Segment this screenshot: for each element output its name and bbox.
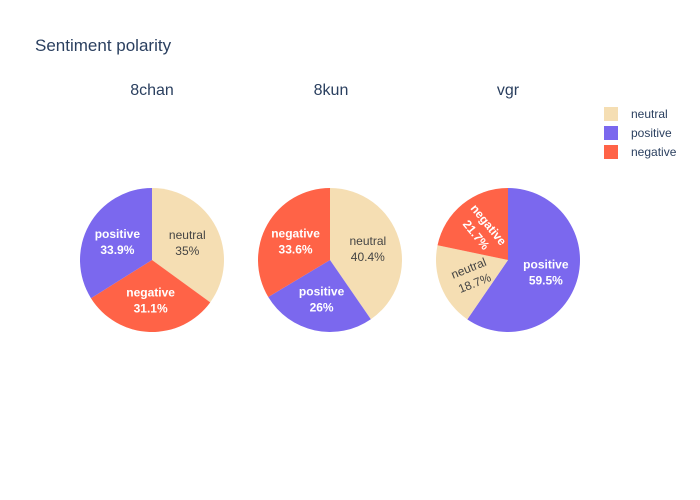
legend-item-neutral[interactable]: neutral (604, 107, 668, 121)
slice-category-label: positive (523, 258, 569, 272)
chart-title: Sentiment polarity (35, 36, 172, 55)
slice-percent-label: 35% (175, 244, 199, 258)
slice-label-group-8chan-positive: positive 33.9% (95, 227, 141, 257)
slice-label-group-8chan-negative: negative 31.1% (126, 286, 175, 316)
slice-category-label: positive (299, 285, 345, 299)
pie-8chan: neutral 35% negative 31.1% positive 33.9% (80, 188, 225, 332)
legend-label-negative: negative (631, 145, 677, 159)
slice-label-group-8kun-negative: negative 33.6% (271, 226, 320, 256)
slice-percent-label: 33.9% (100, 243, 134, 257)
pie-slice-8kun-neutral[interactable] (330, 188, 402, 320)
slice-percent-label: 26% (310, 301, 334, 315)
slice-category-label: negative (126, 286, 175, 300)
slice-label-group-vgr-positive: positive 59.5% (523, 258, 569, 288)
legend-label-positive: positive (631, 126, 672, 140)
slice-category-label: negative (271, 226, 320, 240)
legend[interactable]: neutral positive negative (604, 107, 677, 159)
pie-slice-8chan-negative[interactable] (90, 260, 211, 332)
pie-title-vgr: vgr (497, 82, 520, 99)
pie-slice-vgr-positive[interactable] (467, 188, 580, 333)
pie-title-8chan: 8chan (130, 82, 174, 99)
pie-title-8kun: 8kun (314, 82, 349, 99)
pies-layer: neutral35%negative31.1%positive33.9%neut… (80, 187, 580, 333)
legend-label-neutral: neutral (631, 107, 668, 121)
pie-slice-8chan-neutral[interactable] (152, 188, 225, 303)
legend-swatch-neutral (604, 107, 618, 121)
pie-8kun: neutral 40.4% positive 26% negative 33.6% (258, 188, 402, 332)
pie-slice-8kun-negative[interactable] (258, 188, 330, 298)
pie-slice-8chan-positive[interactable] (80, 188, 152, 299)
slice-label-group-8kun-neutral: neutral 40.4% (349, 234, 386, 264)
slice-percent-label: 40.4% (351, 250, 385, 264)
slice-label-group-8kun-positive: positive 26% (299, 285, 345, 315)
legend-item-negative[interactable]: negative (604, 145, 677, 159)
pie-slice-8kun-positive[interactable] (268, 260, 371, 332)
slice-percent-label: 33.6% (279, 242, 313, 256)
legend-item-positive[interactable]: positive (604, 126, 672, 140)
pie-slice-vgr-negative[interactable] (437, 187, 508, 260)
slice-category-label: neutral (349, 234, 386, 248)
slice-percent-label: 31.1% (134, 302, 168, 316)
slice-category-label: neutral (169, 228, 206, 242)
legend-swatch-negative (604, 145, 618, 159)
slice-category-label: positive (95, 227, 141, 241)
pie-slice-vgr-neutral[interactable] (435, 245, 508, 320)
legend-swatch-positive (604, 126, 618, 140)
slice-percent-label: 59.5% (529, 274, 563, 288)
slice-label-group-8chan-neutral: neutral 35% (169, 228, 206, 258)
